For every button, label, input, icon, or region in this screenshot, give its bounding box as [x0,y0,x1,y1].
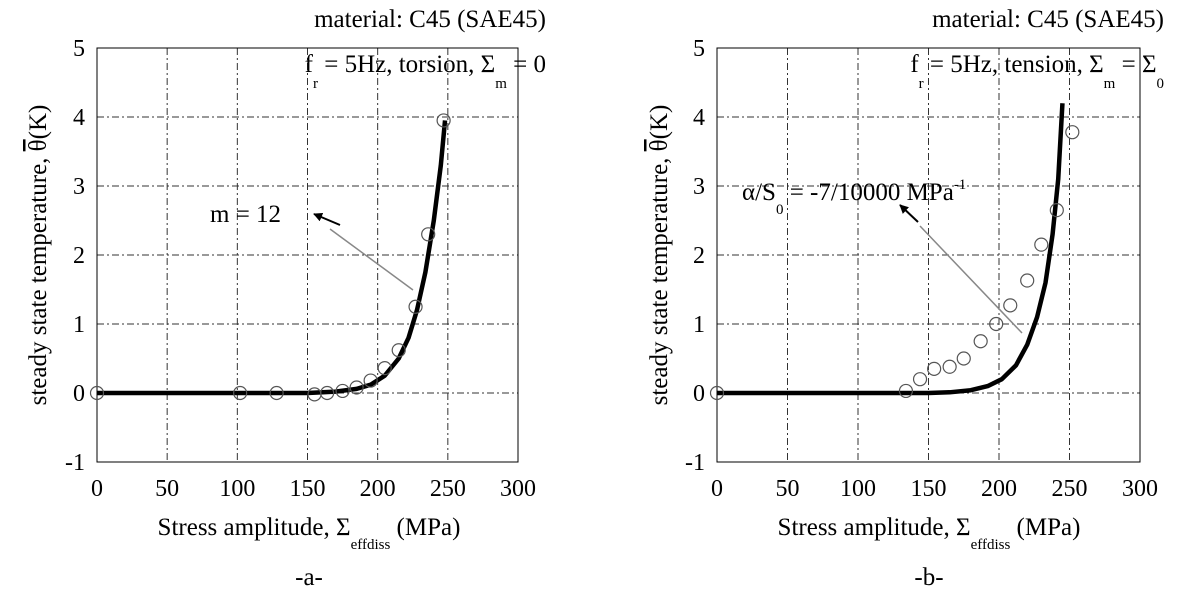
fit-arrow-line [329,228,414,291]
data-point [377,361,392,376]
data-point [1020,273,1035,288]
data-point [942,359,957,374]
x-tick-label: 0 [91,476,103,502]
grid-lines [97,48,518,462]
data-point [320,385,335,401]
x-tick-label: 200 [981,476,1017,502]
panel-label: -a- [295,564,323,591]
x-tick-label: 50 [155,476,179,502]
y-axis-label: steady state temperature, θ(K) [25,105,52,406]
x-tick-label: 100 [219,476,255,502]
data-point [349,380,364,395]
x-tick-label: 100 [840,476,876,502]
y-tick-labels: -1 0 1 2 3 4 5 [685,36,705,476]
y-tick-label: 3 [693,174,705,200]
data-point [1003,298,1018,313]
x-tick-label: 150 [290,476,326,502]
annotation-conditions: fr = 5Hz, torsion, Σm = 0 [305,51,546,92]
fit-arrow [313,213,341,226]
x-tick-labels: 0 50 100 150 200 250 300 [91,476,536,502]
x-tick-labels: 0 50 100 150 200 250 300 [711,476,1158,502]
data-point [1065,125,1080,140]
y-tick-label: 2 [693,243,705,269]
y-tick-label: -1 [685,450,705,476]
data-point [408,299,423,314]
data-point [269,385,284,401]
y-tick-label: 0 [73,381,85,407]
fit-label: α/S0 = -7/10000 MPa-1 [742,177,966,218]
data-point [927,361,942,376]
data-point [912,372,928,387]
data-point [956,351,971,366]
x-tick-label: 300 [1122,476,1158,502]
y-tick-label: 1 [73,312,85,338]
fit-arrow-line [919,225,1023,334]
plot-frame [716,47,1141,463]
y-axis-label: steady state temperature, θ(K) [646,105,673,406]
data-point [1034,237,1049,252]
data-point [898,383,914,399]
y-tick-label: 0 [693,381,705,407]
data-point [973,334,988,349]
y-tick-label: 3 [73,174,85,200]
data-point [436,113,451,128]
plot-frame [96,47,519,463]
y-tick-label: 4 [73,105,85,131]
y-tick-label: 4 [693,105,705,131]
fit-arrow [899,204,919,223]
x-tick-label: 200 [360,476,396,502]
data-point [989,316,1004,332]
data-point [1049,203,1064,218]
x-tick-label: 300 [500,476,536,502]
data-point [335,383,350,399]
annotation-material: material: C45 (SAE45) [932,6,1164,33]
y-tick-label: 5 [73,36,85,62]
y-tick-label: -1 [65,450,85,476]
x-tick-label: 50 [776,476,800,502]
x-tick-label: 250 [1052,476,1088,502]
x-tick-label: 150 [911,476,947,502]
annotation-material: material: C45 (SAE45) [314,6,546,33]
y-tick-label: 1 [693,312,705,338]
data-markers [89,113,451,402]
data-markers [709,125,1080,401]
fit-curve [717,103,1065,396]
annotation-conditions: fr = 5Hz, tension, Σm = Σ0 [910,51,1164,92]
y-tick-labels: -1 0 1 2 3 4 5 [65,36,85,476]
data-point [363,373,378,388]
data-point [709,385,725,401]
y-tick-label: 2 [73,243,85,269]
panel-label: -b- [914,564,943,591]
y-tick-label: 5 [693,36,705,62]
data-point [89,385,105,401]
x-tick-label: 0 [711,476,723,502]
x-axis-label: Stress amplitude, Σeffdiss (MPa) [778,514,1081,553]
fit-label: m = 12 [210,201,281,228]
grid-lines [717,48,1140,462]
x-axis-label: Stress amplitude, Σeffdiss (MPa) [158,514,461,553]
x-tick-label: 250 [430,476,466,502]
data-point [421,227,436,242]
data-point [391,343,406,358]
data-point [233,385,248,401]
